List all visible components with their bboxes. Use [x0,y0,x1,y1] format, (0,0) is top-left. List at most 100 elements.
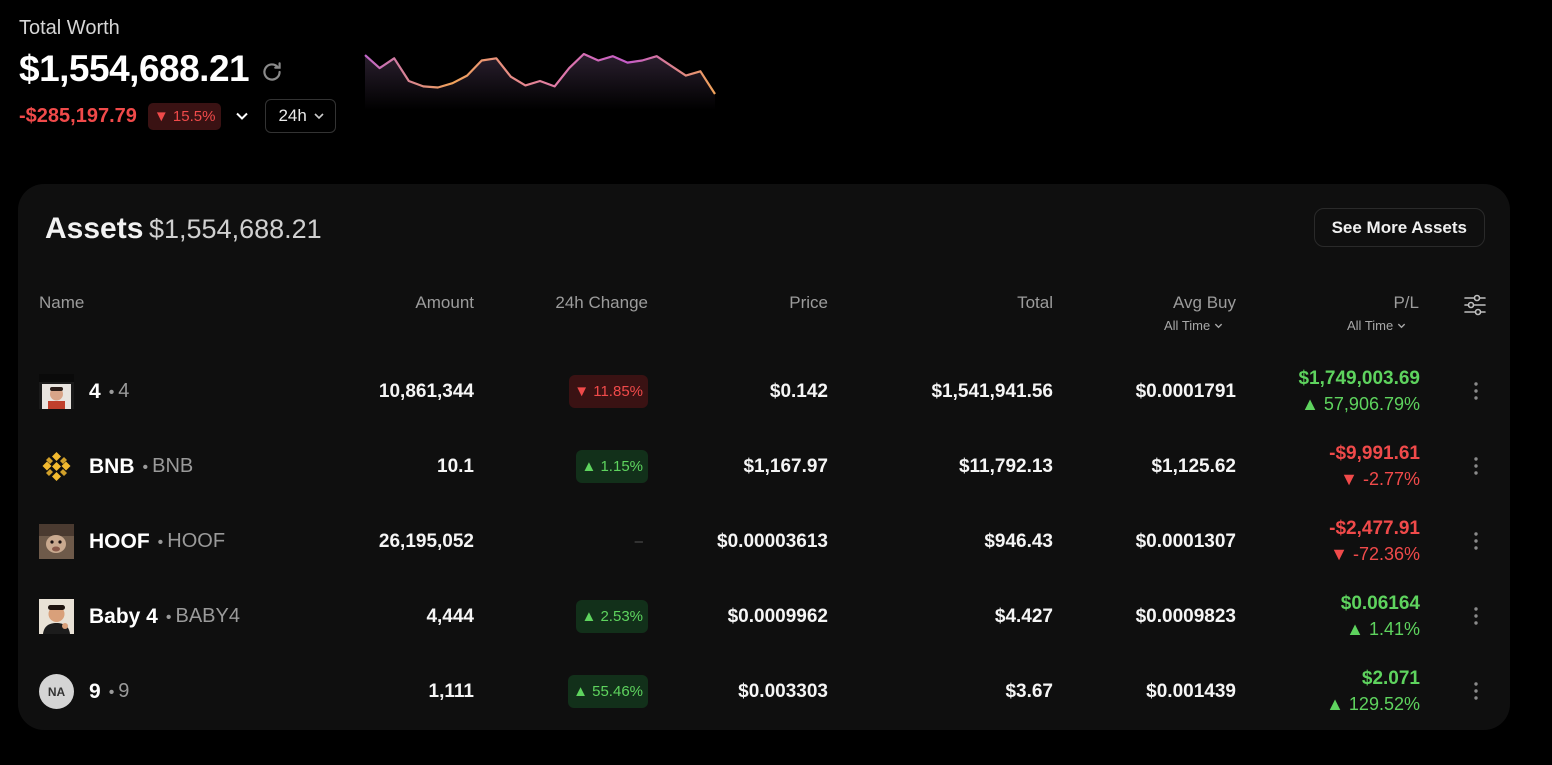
asset-pl: $1,749,003.69 ▲ 57,906.79% [1298,354,1420,429]
chevron-down-icon [236,112,249,120]
asset-pl-percent: ▲ 57,906.79% [1301,394,1420,414]
refresh-icon[interactable] [259,59,285,85]
asset-amount: 10.1 [437,455,474,477]
asset-pl: -$2,477.91 ▼ -72.36% [1329,504,1420,579]
asset-symbol: BABY4 [175,605,240,627]
asset-symbol: 9 [118,680,130,702]
chevron-down-icon [314,113,324,120]
column-header-pl[interactable]: P/L [1393,293,1419,312]
asset-pl-percent: ▼ -2.77% [1340,469,1420,489]
more-options-icon[interactable] [1466,605,1486,627]
asset-total: $3.67 [1005,680,1053,702]
avatar-initials: NA [48,685,66,699]
bnb-logo-icon [42,452,71,481]
asset-24h-change: ▼ 11.85% [569,375,648,408]
worth-sparkline [364,52,716,110]
assets-title: Assets [45,212,144,245]
asset-price: $0.142 [769,380,828,402]
asset-row[interactable]: NA 9 • 9 1,111 ▲ 55.46% $0.003303 $3.67 $… [18,654,1510,729]
asset-pl-percent: ▲ 129.52% [1326,694,1420,714]
period-select[interactable]: 24h [265,99,336,133]
avg-buy-period-select[interactable]: All Time [1164,318,1223,333]
asset-name-label: 4 [89,379,101,403]
more-options-icon[interactable] [1466,530,1486,552]
asset-24h-change: ▲ 1.15% [576,450,648,483]
asset-avg-buy: $0.0001307 [1135,530,1236,552]
asset-name-label: BNB [89,454,135,478]
pl-period-select[interactable]: All Time [1347,318,1406,333]
asset-name: BNB • BNB [89,454,194,478]
see-more-assets-button[interactable]: See More Assets [1313,208,1485,247]
asset-name: Baby 4 • BABY4 [89,604,240,628]
asset-name: 9 • 9 [89,679,130,703]
sparkline-line [364,52,716,95]
asset-symbol: 4 [118,380,130,402]
token-avatar-photo [39,599,74,634]
asset-name-label: 9 [89,679,101,703]
asset-row[interactable]: BNB • BNB 10.1 ▲ 1.15% $1,167.97 $11,792.… [18,429,1510,504]
asset-price: $1,167.97 [743,455,828,477]
asset-total: $4.427 [994,605,1053,627]
column-header-price[interactable]: Price [789,293,828,312]
asset-name: 4 • 4 [89,379,130,403]
asset-amount: 26,195,052 [378,530,474,552]
more-options-icon[interactable] [1466,380,1486,402]
expand-chevron-button[interactable] [233,107,251,125]
chevron-down-icon [1215,323,1223,329]
asset-symbol: HOOF [167,530,226,552]
token-avatar-photo [39,374,74,409]
asset-pl-value: $2.071 [1361,668,1420,689]
asset-avg-buy: $0.0001791 [1135,380,1236,402]
column-header-name[interactable]: Name [39,293,85,312]
asset-name-label: Baby 4 [89,604,158,628]
column-header-avg-buy[interactable]: Avg Buy [1172,293,1236,312]
asset-row[interactable]: Baby 4 • BABY4 4,444 ▲ 2.53% $0.0009962 $… [18,579,1510,654]
asset-pl: -$9,991.61 ▼ -2.77% [1329,429,1420,504]
asset-avg-buy: $0.001439 [1146,680,1236,702]
asset-total: $946.43 [984,530,1053,552]
column-header-total[interactable]: Total [1017,293,1053,312]
assets-card: Assets $1,554,688.21 See More Assets Nam… [18,184,1510,730]
asset-pl-value: $0.06164 [1340,593,1420,614]
asset-pl-value: $1,749,003.69 [1298,368,1420,389]
asset-amount: 1,111 [428,680,474,702]
period-label: 24h [278,106,307,125]
token-avatar-placeholder: NA [39,674,74,709]
asset-total: $1,541,941.56 [931,380,1053,402]
column-settings-icon[interactable] [1462,292,1488,318]
asset-symbol: BNB [152,455,194,477]
asset-amount: 10,861,344 [378,380,474,402]
asset-name-label: HOOF [89,529,150,553]
asset-row[interactable]: 4 • 4 10,861,344 ▼ 11.85% $0.142 $1,541,9… [18,354,1510,429]
asset-avg-buy: $1,125.62 [1151,455,1236,477]
asset-price: $0.00003613 [717,530,828,552]
asset-24h-change: ▲ 2.53% [576,600,648,633]
assets-total: $1,554,688.21 [149,214,322,244]
worth-change-badge: ▼ 15.5% [147,102,222,130]
asset-pl: $0.06164 ▲ 1.41% [1341,579,1420,654]
asset-name: HOOF • HOOF [89,529,226,553]
asset-pl: $2.071 ▲ 129.52% [1326,654,1420,729]
asset-row[interactable]: HOOF • HOOF 26,195,052 – $0.00003613 $946… [18,504,1510,579]
asset-pl-percent: ▼ -72.36% [1330,544,1420,564]
asset-price: $0.003303 [738,680,828,702]
column-header-amount[interactable]: Amount [415,293,474,312]
column-header-24h-change[interactable]: 24h Change [555,293,648,312]
asset-pl-value: -$9,991.61 [1329,443,1420,464]
worth-change-amount: -$285,197.79 [19,104,137,127]
asset-24h-change: ▲ 55.46% [568,675,648,708]
more-options-icon[interactable] [1466,455,1486,477]
total-worth-label: Total Worth [19,17,120,39]
pl-period-label: All Time [1347,318,1394,333]
token-avatar-photo [39,524,74,559]
asset-price: $0.0009962 [727,605,828,627]
total-worth-value: $1,554,688.21 [19,48,250,89]
more-options-icon[interactable] [1466,680,1486,702]
asset-total: $11,792.13 [958,455,1053,477]
avg-buy-period-label: All Time [1164,318,1211,333]
chevron-down-icon [1398,323,1406,329]
asset-amount: 4,444 [426,605,474,627]
asset-avg-buy: $0.0009823 [1135,605,1236,627]
asset-pl-percent: ▲ 1.41% [1346,619,1420,639]
asset-pl-value: -$2,477.91 [1329,518,1420,539]
